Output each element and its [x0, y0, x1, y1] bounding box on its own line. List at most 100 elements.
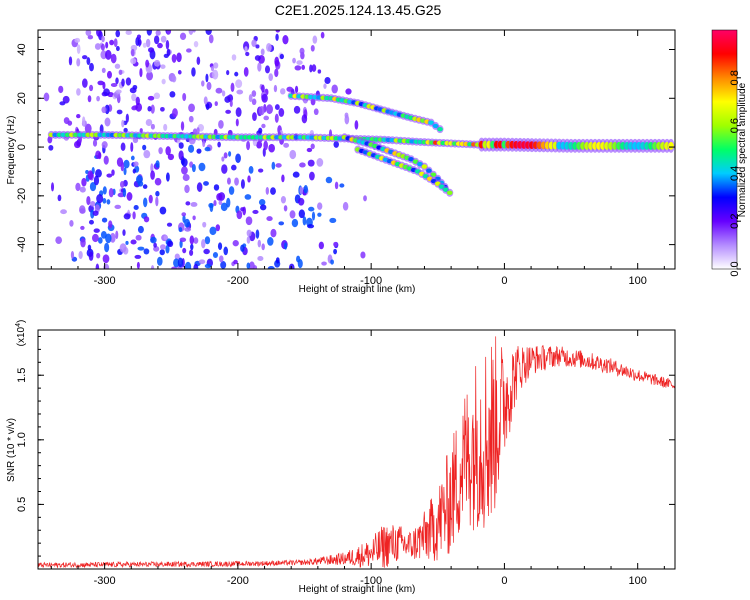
- spectrogram-blob: [297, 259, 303, 269]
- spectrogram-blob: [145, 38, 151, 48]
- spectrogram-blob: [165, 40, 170, 50]
- spectrogram-blob: [109, 232, 116, 243]
- spectrogram-blob: [280, 195, 287, 204]
- spectrogram-blob: [79, 186, 86, 193]
- spectrogram-blob: [324, 76, 331, 85]
- spectrogram-blob: [294, 85, 299, 94]
- spectrogram-blob: [93, 228, 100, 233]
- spectrogram-blob: [246, 236, 251, 244]
- spectrogram-blob: [245, 216, 253, 226]
- spectrogram-blob: [258, 168, 264, 173]
- spectrogram-x-tick-label: -200: [227, 275, 249, 287]
- spectrogram-blob: [137, 180, 144, 187]
- spectrogram-blob: [339, 183, 345, 188]
- spectrogram-blob: [301, 114, 308, 124]
- spectrogram-blob: [274, 56, 280, 67]
- spectrogram-blob: [220, 261, 227, 269]
- spectrogram-blob: [181, 212, 187, 217]
- spectrogram-blob: [354, 120, 359, 130]
- spectrogram-blob: [87, 244, 92, 251]
- spectrogram-blob: [203, 181, 209, 186]
- snr-x-label: Height of straight line (km): [299, 584, 416, 595]
- snr-panel: -300 -200 -100 0 100 0.5 1.0 1.5 Height of str…: [6, 320, 676, 595]
- spectrogram-blob: [50, 182, 55, 192]
- spectrogram-blob: [115, 45, 120, 52]
- spectrogram-blob: [97, 80, 104, 86]
- spectrogram-blob: [261, 123, 266, 129]
- spectrogram-blob: [230, 82, 235, 93]
- spectrogram-blob: [184, 227, 192, 232]
- spectrogram-blob: [121, 119, 125, 128]
- spectrogram-blob: [96, 95, 100, 102]
- spectrogram-blob: [114, 63, 121, 69]
- spectrogram-blob: [76, 44, 81, 55]
- spectrogram-blob: [163, 53, 169, 58]
- spectrogram-blob: [107, 70, 112, 79]
- spectrogram-blob: [260, 48, 265, 56]
- spectrogram-blob: [310, 143, 315, 150]
- spectrogram-blob: [251, 98, 257, 106]
- spectrogram-blob: [264, 65, 271, 74]
- spectrogram-blob: [360, 251, 366, 259]
- spectrogram-blob: [217, 242, 223, 251]
- spectrogram-blob: [221, 164, 228, 174]
- spectrogram-blob: [154, 177, 162, 186]
- spectrogram-blob: [275, 163, 282, 168]
- spectrogram-blob: [108, 220, 113, 229]
- spectrogram-blob: [177, 70, 182, 75]
- spectrogram-blob: [153, 92, 161, 100]
- spectrogram-blob: [317, 202, 323, 210]
- spectrogram-blob: [302, 216, 307, 226]
- spectrogram-blob: [278, 221, 285, 226]
- spectrogram-blob: [342, 201, 349, 211]
- spectrogram-blob: [70, 250, 75, 259]
- spectrogram-blob: [204, 263, 212, 269]
- spectrogram-blob: [236, 210, 243, 220]
- spectrogram-blob: [119, 243, 127, 253]
- spectrogram-blob: [193, 41, 199, 48]
- spectrogram-blob: [275, 33, 279, 41]
- spectrogram-blob: [234, 71, 239, 77]
- spectrogram-blob: [104, 242, 110, 253]
- spectrogram-blob: [308, 206, 315, 212]
- snr-y-tick-label: 1.0: [16, 432, 28, 447]
- spectrogram-blob: [88, 251, 94, 261]
- spectrogram-blob: [143, 248, 150, 255]
- spectrogram-blob: [208, 202, 214, 208]
- spectrogram-blob: [247, 175, 251, 183]
- spectrogram-blob: [80, 225, 85, 230]
- spectrogram-blob: [165, 244, 170, 254]
- spectrogram-blob: [172, 108, 178, 118]
- spectrogram-blob: [248, 165, 254, 174]
- spectrogram-blob: [105, 41, 109, 49]
- spectrogram-blob: [157, 42, 163, 49]
- snr-x-tick-label: 0: [501, 575, 507, 587]
- snr-y-axis: 0.5 1.0 1.5: [16, 335, 675, 570]
- spectrogram-blob: [147, 47, 155, 53]
- spectrogram-blob: [158, 147, 163, 155]
- spectrogram-blob: [286, 86, 294, 92]
- spectrogram-blob: [82, 78, 88, 88]
- spectrogram-y-label: Frequency (Hz): [6, 116, 17, 185]
- spectrogram-blob: [289, 149, 297, 160]
- spectrogram-blob: [84, 123, 92, 134]
- spectrogram-blob: [117, 192, 125, 198]
- spectrogram-blob: [235, 107, 242, 118]
- spectrogram-blob: [270, 228, 277, 238]
- spectrogram-blob: [92, 210, 99, 216]
- spectrogram-blob: [266, 42, 272, 52]
- spectrogram-blob: [145, 118, 153, 127]
- snr-y-multiplier-base: (x10: [16, 326, 27, 346]
- spectrogram-blob: [131, 93, 137, 102]
- spectrogram-blob: [103, 155, 109, 165]
- spectrogram-blob: [122, 187, 127, 198]
- spectrogram-blob: [188, 115, 194, 123]
- spectrogram-blob: [142, 184, 148, 189]
- spectrogram-blob: [111, 169, 115, 176]
- spectrogram-blob: [150, 265, 155, 269]
- spectrogram-blob: [98, 152, 102, 160]
- spectrogram-track-mark: [668, 141, 674, 150]
- spectrogram-blob: [209, 226, 217, 236]
- spectrogram-blob: [235, 79, 243, 89]
